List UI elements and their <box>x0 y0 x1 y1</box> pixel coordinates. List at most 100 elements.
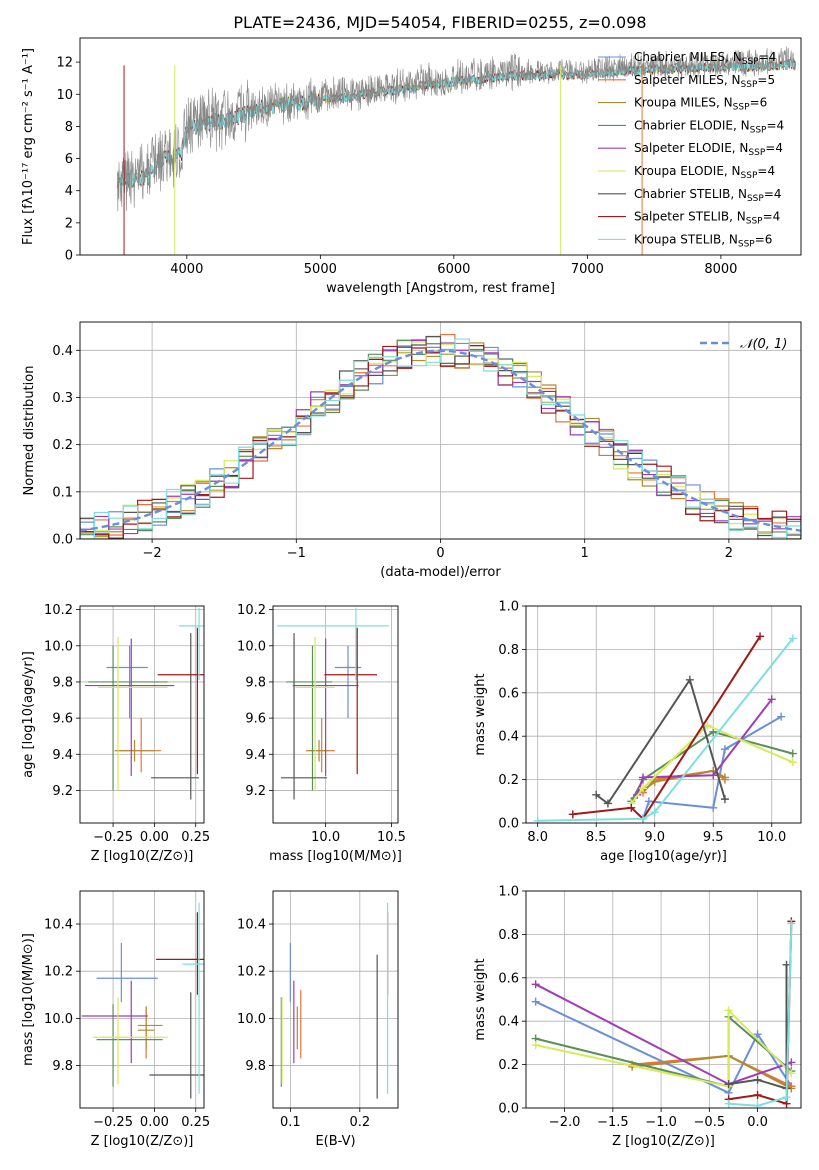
y-tick-label: 0.0 <box>498 817 519 832</box>
y-tick-label: 10 <box>56 88 73 103</box>
x-tick-label: 2 <box>725 546 733 561</box>
plot-area <box>84 607 204 800</box>
axes-frame <box>272 605 399 824</box>
weight-series-line <box>595 677 726 805</box>
x-tick-label: −1.5 <box>597 1115 629 1130</box>
legend-label: Salpeter STELIB, NSSP=4 <box>634 210 780 227</box>
x-tick-label: 0.00 <box>140 830 169 845</box>
y-tick-label: 9.8 <box>245 1059 266 1074</box>
x-tick-label: 8.5 <box>586 830 607 845</box>
x-tick-label: 10.0 <box>757 830 786 845</box>
x-tick-label: 0.25 <box>181 830 210 845</box>
weight-series-line <box>535 1007 793 1088</box>
legend-label: Chabrier STELIB, NSSP=4 <box>634 187 782 204</box>
y-tick-label: 9.4 <box>245 748 266 763</box>
weight-marker <box>639 814 648 823</box>
axes-frame <box>79 605 205 824</box>
errorbar-point <box>137 1006 155 1050</box>
x-tick-label: 1 <box>581 546 589 561</box>
weight-marker <box>787 1058 796 1067</box>
errorbar-point <box>81 980 148 1064</box>
weight-marker <box>639 773 648 782</box>
y-tick-label: 0.3 <box>52 391 73 406</box>
y-tick-label: 0.8 <box>498 928 519 943</box>
errorbar-point <box>96 942 158 1002</box>
x-tick-label: 9.5 <box>703 830 724 845</box>
y-tick-label: 0.4 <box>52 344 73 359</box>
errorbar-point <box>182 902 204 1094</box>
y-tick-label: 9.6 <box>245 712 266 727</box>
y-tick-label: 0 <box>65 249 73 264</box>
weight-marker <box>644 797 653 806</box>
weight-marker <box>703 721 712 730</box>
weight-marker <box>533 816 542 823</box>
x-tick-label: 5000 <box>304 262 337 277</box>
y-tick-label: 0.0 <box>52 533 73 548</box>
errorbar-point <box>179 607 204 681</box>
y-tick-label: 10.4 <box>237 918 266 933</box>
y-tick-label: 0.0 <box>498 1102 519 1117</box>
x-axis-label: Z [log10(Z/Z⊙)] <box>612 1134 715 1149</box>
x-tick-label: −0.25 <box>93 1115 133 1130</box>
weight-marker <box>592 790 601 799</box>
x-tick-label: −0.5 <box>694 1115 726 1130</box>
errorbar-point <box>324 627 377 775</box>
y-tick-label: 9.8 <box>52 675 73 690</box>
y-tick-label: 10.4 <box>44 918 73 933</box>
y-tick-label: 0.2 <box>52 438 73 453</box>
weight-marker <box>782 960 791 969</box>
x-tick-label: 10.5 <box>377 830 406 845</box>
y-tick-label: 2 <box>65 216 73 231</box>
x-tick-label: −1.0 <box>645 1115 677 1130</box>
errorbar-point <box>93 997 168 1085</box>
chart-spectrum: 4000 5000 6000 7000 8000 0 2 4 6 8 10 12 wavelength … <box>21 37 802 296</box>
x-axis-label: age [log10(age/yr)] <box>600 849 727 864</box>
figure-title: PLATE=2436, MJD=54054, FIBERID=0255, z=0… <box>233 13 646 32</box>
y-tick-label: 0.4 <box>498 1015 519 1030</box>
weight-marker <box>753 1090 762 1099</box>
y-tick-label: 0.1 <box>52 485 73 500</box>
x-tick-label: 8.0 <box>527 830 548 845</box>
x-tick-label: 0.0 <box>747 1115 768 1130</box>
errorbar-point <box>308 739 330 762</box>
legend-label: 𝒩(0, 1) <box>740 337 787 352</box>
weight-series-line <box>572 635 761 821</box>
y-tick-label: 0.6 <box>498 686 519 701</box>
weight-marker <box>782 1093 791 1102</box>
y-axis-label: age [log10(age/yr)] <box>21 651 36 778</box>
y-axis-label: mass weight <box>473 673 488 755</box>
weight-marker <box>753 1075 762 1084</box>
y-tick-label: 9.2 <box>245 784 266 799</box>
y-tick-label: 6 <box>65 152 73 167</box>
weight-series-line <box>728 964 788 1090</box>
y-tick-label: 10.0 <box>237 1012 266 1027</box>
chart-weight_vs_Z: −2.0 −1.5 −1.0 −0.5 0.0 0.0 0.2 0.4 0.6 0.8 1.0 Z [… <box>473 885 802 1149</box>
histogram-steps <box>80 333 801 539</box>
weight-series-line <box>636 698 773 796</box>
weight-marker <box>767 695 776 704</box>
weight-marker <box>724 1080 733 1089</box>
x-tick-label: 0.2 <box>349 1115 370 1130</box>
x-tick-label: −2.0 <box>549 1115 581 1130</box>
y-tick-label: 0.8 <box>498 643 519 658</box>
errorbar-point <box>96 1004 163 1087</box>
weight-marker <box>531 980 540 989</box>
errorbar-point <box>149 992 204 1099</box>
y-tick-label: 10.2 <box>44 603 73 618</box>
weight-series-line <box>630 724 794 805</box>
weight-marker <box>627 803 636 812</box>
legend-label: Chabrier ELODIE, NSSP=4 <box>634 118 784 135</box>
weight-series-line <box>537 637 794 822</box>
x-tick-label: −1 <box>287 546 306 561</box>
axes-frame <box>525 605 802 824</box>
weight-marker <box>720 795 729 804</box>
y-tick-label: 10.2 <box>44 965 73 980</box>
weight-marker <box>709 727 718 736</box>
legend-label: Kroupa STELIB, NSSP=6 <box>634 232 772 249</box>
chart-residuals: −2 −1 0 1 2 0.0 0.1 0.2 0.3 0.4 (data-model)/error… <box>22 321 802 580</box>
weight-marker <box>650 777 659 786</box>
errorbar-point <box>88 645 168 791</box>
errorbar-point <box>137 1006 163 1059</box>
x-tick-label: 4000 <box>170 262 203 277</box>
